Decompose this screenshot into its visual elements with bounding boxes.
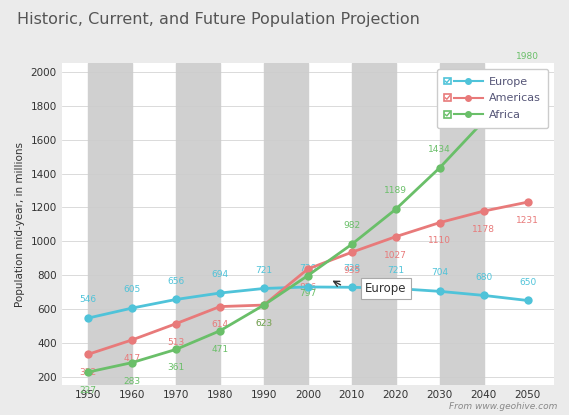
Text: Europe: Europe: [365, 282, 406, 295]
Text: 1434: 1434: [428, 145, 451, 154]
Europe: [524, 298, 531, 303]
Americas: [216, 304, 223, 309]
Bar: [440, 63, 484, 385]
Text: 605: 605: [123, 285, 141, 294]
Europe: [216, 290, 223, 295]
Line: Europe: Europe: [84, 283, 532, 322]
Y-axis label: Population mid-year, in millions: Population mid-year, in millions: [15, 142, 25, 307]
Text: 283: 283: [123, 376, 141, 386]
Africa: [436, 165, 443, 170]
Text: 721: 721: [387, 266, 405, 275]
Text: 513: 513: [167, 337, 184, 347]
Text: 1027: 1027: [384, 251, 407, 259]
Africa: [524, 73, 531, 78]
Text: 623: 623: [255, 319, 273, 328]
Text: 982: 982: [343, 221, 360, 230]
Text: 361: 361: [167, 363, 184, 372]
Text: 614: 614: [211, 320, 229, 330]
Americas: [261, 303, 267, 308]
Africa: [304, 273, 311, 278]
Europe: [304, 284, 311, 289]
Text: 836: 836: [299, 283, 316, 292]
Americas: [304, 266, 311, 271]
Text: 721: 721: [255, 266, 273, 275]
Africa: [393, 207, 399, 212]
Text: 1980: 1980: [516, 52, 539, 61]
Text: 332: 332: [80, 368, 97, 377]
Line: Americas: Americas: [84, 198, 532, 359]
Americas: [393, 234, 399, 239]
Africa: [480, 119, 487, 124]
Europe: [348, 285, 355, 290]
Americas: [129, 337, 135, 342]
Text: Historic, Current, and Future Population Projection: Historic, Current, and Future Population…: [17, 12, 420, 27]
Text: 650: 650: [519, 278, 536, 287]
Line: Africa: Africa: [84, 71, 532, 376]
Americas: [85, 352, 92, 357]
Africa: [216, 328, 223, 333]
Legend: Europe, Americas, Africa: Europe, Americas, Africa: [436, 69, 549, 128]
Text: 1231: 1231: [516, 216, 539, 225]
Text: 471: 471: [211, 345, 229, 354]
Europe: [129, 305, 135, 310]
Text: 694: 694: [211, 270, 229, 279]
Africa: [85, 370, 92, 375]
Text: 797: 797: [299, 290, 316, 298]
Americas: [348, 250, 355, 255]
Europe: [172, 297, 179, 302]
Africa: [129, 360, 135, 365]
Text: 546: 546: [80, 295, 97, 304]
Text: 656: 656: [167, 276, 184, 286]
Text: 417: 417: [123, 354, 141, 363]
Text: 227: 227: [80, 386, 97, 395]
Bar: [352, 63, 396, 385]
Africa: [172, 347, 179, 352]
Text: 1189: 1189: [384, 186, 407, 195]
Europe: [85, 315, 92, 320]
Europe: [261, 286, 267, 291]
Text: 623: 623: [255, 319, 273, 328]
Americas: [480, 209, 487, 214]
Africa: [261, 303, 267, 308]
Bar: [176, 63, 220, 385]
Text: 935: 935: [343, 266, 360, 275]
Americas: [524, 200, 531, 205]
Europe: [393, 286, 399, 291]
Americas: [436, 220, 443, 225]
Bar: [264, 63, 308, 385]
Europe: [480, 293, 487, 298]
Text: 680: 680: [475, 273, 492, 281]
Bar: [88, 63, 132, 385]
Text: 1110: 1110: [428, 237, 451, 246]
Text: 704: 704: [431, 269, 448, 278]
Text: From www.geohive.com: From www.geohive.com: [450, 402, 558, 411]
Text: 1178: 1178: [472, 225, 495, 234]
Americas: [172, 321, 179, 326]
Europe: [436, 289, 443, 294]
Text: 1710: 1710: [472, 98, 495, 107]
Text: 730: 730: [299, 264, 316, 273]
Africa: [348, 242, 355, 247]
Text: 728: 728: [343, 264, 360, 273]
